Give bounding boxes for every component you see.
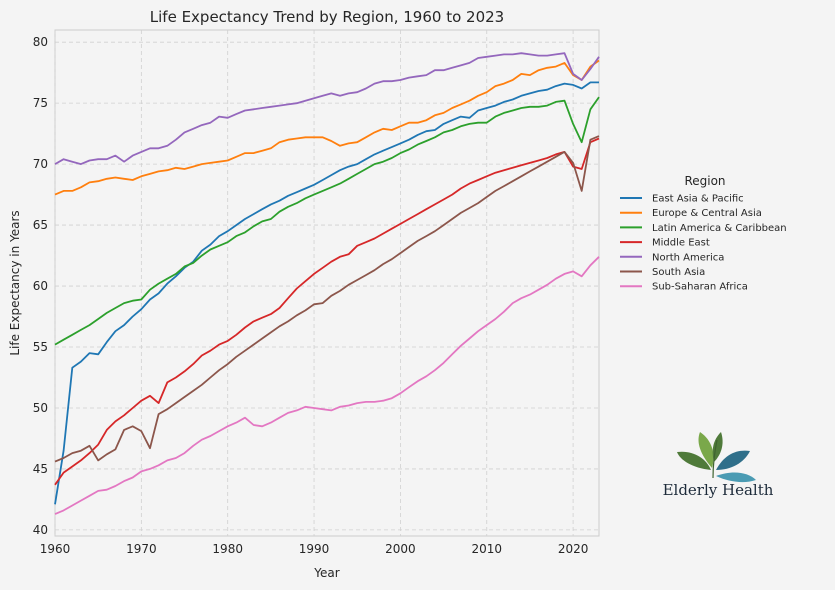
y-tick-label: 75 (33, 96, 48, 110)
legend-entry-europe-central-asia: Europe & Central Asia (652, 208, 762, 219)
y-tick-label: 65 (33, 218, 48, 232)
series-line-east-asia-pacific (54, 81, 599, 505)
x-tick-label: 1970 (126, 542, 157, 556)
y-tick-label: 50 (33, 401, 48, 415)
x-tick-label: 2010 (471, 542, 502, 556)
x-axis-label: Year (313, 566, 339, 580)
y-tick-label: 40 (33, 523, 48, 537)
series-line-south-asia (54, 135, 600, 463)
y-tick-label: 60 (33, 279, 48, 293)
legend-entry-latin-america-caribbean: Latin America & Caribbean (652, 223, 787, 234)
series-line-europe-central-asia (54, 59, 600, 196)
series-line-latin-america-caribbean (54, 96, 600, 346)
y-tick-label: 45 (33, 462, 48, 476)
x-tick-label: 1980 (212, 542, 243, 556)
grid-lines (54, 30, 599, 536)
legend-entry-sub-saharan-africa: Sub-Saharan Africa (652, 282, 748, 293)
y-tick-label: 70 (33, 157, 48, 171)
x-tick-label: 2000 (385, 542, 416, 556)
series-line-north-america (54, 52, 600, 165)
leaf-emblem-icon (677, 432, 756, 483)
y-axis-label: Life Expectancy in Years (8, 210, 22, 355)
legend-entry-north-america: North America (652, 252, 724, 263)
y-tick-label: 80 (33, 35, 48, 49)
y-axis-ticks: 40 45 50 55 60 65 70 75 80 (33, 35, 48, 537)
series-layer (54, 52, 600, 515)
series-line-sub-saharan-africa (54, 256, 600, 515)
legend-title: Region (684, 174, 725, 188)
logo-text: Elderly Health (663, 481, 774, 499)
elderly-health-logo: Elderly Health (663, 432, 774, 499)
legend-entry-south-asia: South Asia (652, 267, 705, 278)
legend-entry-east-asia-pacific: East Asia & Pacific (652, 194, 744, 205)
chart-title: Life Expectancy Trend by Region, 1960 to… (150, 8, 504, 26)
x-tick-label: 1960 (40, 542, 71, 556)
y-tick-label: 55 (33, 340, 48, 354)
x-tick-label: 2020 (558, 542, 589, 556)
plot-area (54, 29, 600, 537)
x-axis-ticks: 1960 1970 1980 1990 2000 2010 2020 (40, 542, 589, 556)
series-line-middle-east (54, 137, 600, 486)
x-tick-label: 1990 (299, 542, 330, 556)
legend: Region East Asia & Pacific Europe & Centr… (620, 174, 787, 293)
legend-entry-middle-east: Middle East (652, 238, 710, 249)
